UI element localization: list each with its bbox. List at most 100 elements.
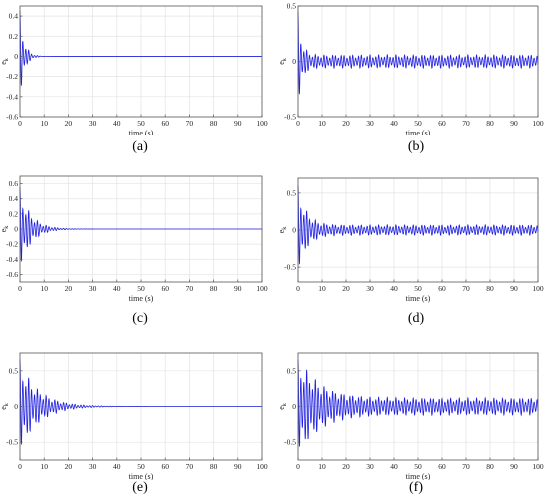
x-tick-label: 40 — [113, 462, 121, 471]
y-tick-label: 0.5 — [9, 366, 19, 375]
chart-d: 0 10 20 30 40 50 60 70 80 90 100 -0.5 0 0.5 time (s) ek — [277, 177, 544, 303]
y-tick-label: 0.6 — [9, 179, 19, 188]
y-axis-label: ek — [0, 226, 10, 233]
x-tick-label: 60 — [438, 284, 446, 293]
panel-e: 0 10 20 30 40 50 60 70 80 90 100 -0.5 0 0.5 time (s) ek… — [0, 345, 272, 502]
y-tick-label: -0.2 — [6, 240, 18, 249]
series-line-ek — [19, 187, 262, 262]
x-tick-label: 100 — [256, 462, 268, 471]
x-tick-label: 0 — [296, 462, 300, 471]
grid — [19, 6, 263, 118]
chart-c: 0 10 20 30 40 50 60 70 80 90 100 -0.6 -0.4 -0.2 0 0.2 0.… — [0, 175, 268, 303]
y-axis-label: ek — [277, 403, 288, 410]
x-tick-label: 80 — [210, 462, 218, 471]
x-tick-label: 30 — [366, 284, 374, 293]
caption-d: (d) — [386, 311, 446, 327]
x-tick-label: 10 — [318, 462, 326, 471]
y-axis-label: ek — [277, 227, 288, 234]
x-tick-label: 40 — [390, 284, 398, 293]
y-tick-label: -0.5 — [284, 438, 296, 447]
x-tick-label: 60 — [161, 462, 169, 471]
series-line-ek — [297, 360, 539, 447]
y-tick-label: -0.6 — [6, 113, 18, 122]
x-axis-label: time (s) — [406, 472, 431, 480]
y-tick-label: -0.4 — [6, 92, 18, 101]
y-tick-label: -0.5 — [284, 263, 296, 272]
y-axis-label: ek — [0, 403, 10, 410]
x-tick-label: 100 — [532, 119, 544, 128]
y-axis-label: ek — [0, 58, 10, 65]
x-tick-label: 10 — [40, 462, 48, 471]
x-tick-label: 100 — [256, 119, 268, 128]
caption-d-text: (d) — [407, 311, 425, 326]
x-tick-label: 30 — [89, 284, 97, 293]
y-tick-label: -0.6 — [6, 270, 18, 279]
x-tick-label: 20 — [342, 462, 350, 471]
y-axis-label: ek — [277, 58, 288, 65]
x-tick-label: 30 — [366, 462, 374, 471]
x-tick-label: 50 — [137, 462, 145, 471]
panel-b: 0 10 20 30 40 50 60 70 80 90 100 -0.5 0 0.5 time (s) ek… — [276, 0, 548, 160]
y-tick-label: 0 — [14, 225, 18, 234]
x-tick-label: 70 — [186, 462, 194, 471]
caption-c-text: (c) — [132, 311, 148, 326]
caption-f-text: (f) — [409, 480, 423, 495]
x-tick-label: 80 — [210, 119, 218, 128]
chart-a: 0 10 20 30 40 50 60 70 80 90 100 -0.6 -0.4 -0.2 0 0.2 0.… — [0, 5, 268, 135]
y-tick-label: 0.5 — [287, 366, 297, 375]
x-tick-label: 80 — [210, 284, 218, 293]
x-tick-label: 0 — [18, 119, 22, 128]
x-tick-label: 10 — [40, 119, 48, 128]
y-tick-label: 0 — [292, 57, 296, 66]
x-tick-label: 60 — [438, 119, 446, 128]
x-tick-label: 10 — [318, 284, 326, 293]
chart-f: 0 10 20 30 40 50 60 70 80 90 100 -0.5 0 0.5 time (s) ek — [277, 352, 544, 480]
caption-e-text: (e) — [132, 480, 148, 495]
caption-c: (c) — [110, 311, 170, 327]
x-axis-label: time (s) — [406, 129, 431, 135]
y-tick-label: 0.2 — [9, 32, 19, 41]
x-tick-label: 60 — [161, 119, 169, 128]
x-tick-label: 20 — [342, 119, 350, 128]
x-tick-label: 80 — [486, 462, 494, 471]
x-tick-label: 90 — [234, 119, 242, 128]
series-line-ek — [297, 11, 539, 95]
caption-b: (b) — [386, 139, 446, 155]
chart-e: 0 10 20 30 40 50 60 70 80 90 100 -0.5 0 0.5 time (s) ek — [0, 352, 268, 480]
x-tick-label: 70 — [186, 119, 194, 128]
x-tick-label: 30 — [89, 462, 97, 471]
x-tick-label: 20 — [65, 284, 73, 293]
x-tick-label: 0 — [296, 119, 300, 128]
y-tick-label: 0.5 — [287, 188, 297, 197]
x-tick-label: 100 — [532, 462, 544, 471]
x-tick-label: 50 — [137, 284, 145, 293]
x-axis-label: time (s) — [129, 294, 154, 303]
y-tick-label: 0.2 — [9, 209, 19, 218]
x-tick-label: 40 — [113, 284, 121, 293]
x-tick-label: 50 — [414, 119, 422, 128]
x-tick-label: 80 — [486, 119, 494, 128]
x-tick-label: 70 — [462, 462, 470, 471]
x-tick-label: 10 — [318, 119, 326, 128]
x-tick-label: 60 — [161, 284, 169, 293]
x-axis-label: time (s) — [129, 472, 154, 480]
y-tick-label: 0 — [292, 402, 296, 411]
y-tick-label: -0.5 — [284, 113, 296, 122]
y-tick-label: 0 — [292, 226, 296, 235]
x-tick-label: 90 — [510, 284, 518, 293]
x-tick-label: 20 — [342, 284, 350, 293]
x-tick-label: 100 — [256, 284, 268, 293]
x-tick-label: 50 — [414, 462, 422, 471]
y-tick-label: -0.5 — [6, 438, 18, 447]
panel-a: 0 10 20 30 40 50 60 70 80 90 100 -0.6 -0.4 -0.2 0 0.2 0.… — [0, 0, 272, 160]
x-tick-label: 70 — [186, 284, 194, 293]
x-tick-label: 70 — [462, 119, 470, 128]
x-tick-label: 10 — [40, 284, 48, 293]
x-tick-label: 50 — [414, 284, 422, 293]
x-tick-label: 50 — [137, 119, 145, 128]
y-tick-label: 0 — [14, 402, 18, 411]
x-tick-label: 100 — [532, 284, 544, 293]
x-tick-label: 0 — [296, 284, 300, 293]
caption-a: (a) — [110, 139, 170, 155]
